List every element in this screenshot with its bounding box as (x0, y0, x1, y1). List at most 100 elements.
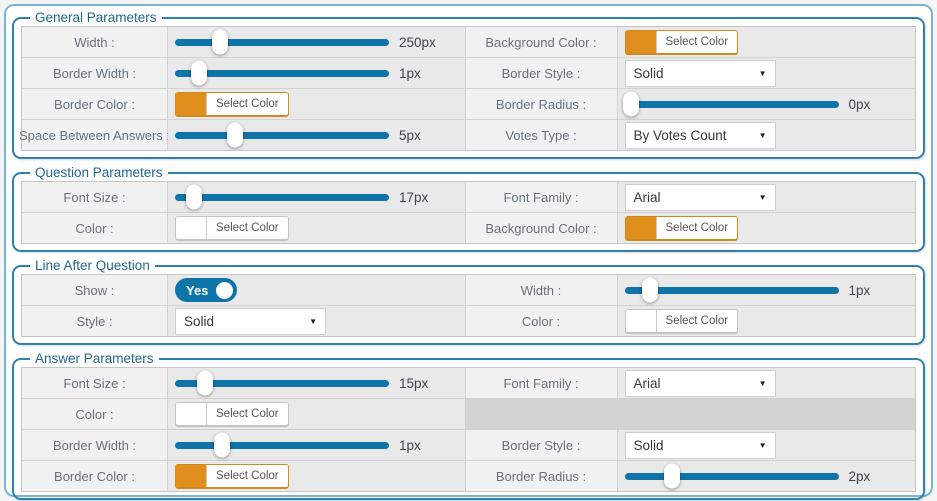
background-color-color-button[interactable]: Select Color (624, 216, 739, 240)
toggle-knob-icon (216, 281, 233, 299)
table-row: Border Color : Select Color Border Radius … (22, 460, 915, 491)
table-row: Border Color : Select Color Border Radius … (22, 88, 915, 119)
params-table: Width : 250px Background Color : Select Col… (19, 26, 916, 151)
font-size-slider-track[interactable] (175, 184, 389, 210)
border-color-color-button[interactable]: Select Color (175, 92, 289, 116)
section-question-parameters: Question Parameters Font Size : 17px Font F… (12, 165, 925, 252)
color-color-button[interactable]: Select Color (175, 216, 289, 240)
width-slider-track[interactable] (624, 277, 839, 303)
color-color-button[interactable]: Select Color (624, 309, 739, 333)
sections-container: General Parameters Width : 250px Background… (11, 10, 926, 500)
field-control-cell: Select Color (617, 213, 915, 243)
field-label: Background Color : (465, 213, 618, 243)
font-family-select[interactable]: Arial ▼ (624, 183, 776, 211)
field-control-cell: 17px (168, 182, 466, 212)
border-radius-slider-track[interactable] (622, 91, 839, 117)
color-swatch (176, 403, 206, 425)
caret-down-icon: ▼ (758, 130, 767, 140)
width-slider: 250px (175, 29, 436, 55)
show-toggle-label: Yes (186, 282, 209, 298)
width-slider-track[interactable] (175, 29, 389, 55)
space-between-answers-slider-handle[interactable] (226, 122, 243, 148)
field-label: Width : (22, 27, 168, 57)
field-label: Font Size : (22, 368, 168, 398)
table-row: Space Between Answers : 5px Votes Type : By… (19, 119, 915, 150)
background-color-color-button[interactable]: Select Color (624, 30, 739, 54)
caret-down-icon: ▼ (758, 68, 767, 78)
table-row: Show : Yes Width : 1px (22, 275, 915, 305)
section-legend: General Parameters (35, 10, 157, 25)
field-label: Border Color : (22, 89, 168, 119)
select-color-label: Select Color (655, 31, 738, 53)
border-radius-slider-handle[interactable] (663, 463, 680, 489)
border-width-slider-handle[interactable] (214, 432, 231, 458)
space-between-answers-value: 5px (399, 127, 421, 143)
caret-down-icon: ▼ (309, 316, 317, 326)
style-select[interactable]: Solid ▼ (175, 307, 326, 335)
border-color-color-button[interactable]: Select Color (175, 464, 289, 488)
border-style-select[interactable]: Solid ▼ (624, 59, 776, 87)
style-selected-value: Solid (184, 313, 215, 329)
section-general-parameters: General Parameters Width : 250px Background… (12, 10, 925, 159)
field-label: Color : (22, 399, 168, 429)
votes-type-select[interactable]: By Votes Count ▼ (624, 121, 776, 149)
border-style-selected-value: Solid (633, 65, 664, 81)
border-radius-value: 2px (848, 468, 871, 484)
field-label: Border Radius : (465, 89, 618, 119)
font-size-slider: 15px (175, 370, 428, 396)
field-label: Color : (465, 306, 618, 336)
table-row: Style : Solid ▼ Color : Select Color (22, 305, 915, 336)
field-control-cell: Select Color (617, 306, 915, 336)
section-legend: Line After Question (35, 258, 150, 273)
section-legend: Answer Parameters (35, 351, 154, 366)
select-color-label: Select Color (655, 310, 738, 332)
font-size-slider-handle[interactable] (186, 184, 203, 210)
field-label: Width : (465, 275, 618, 305)
field-control-cell: Yes (168, 275, 466, 305)
font-size-slider-handle[interactable] (196, 370, 213, 396)
field-control-cell: 2px (617, 461, 915, 491)
border-width-slider-handle[interactable] (190, 60, 207, 86)
space-between-answers-slider-track[interactable] (175, 122, 389, 148)
settings-panel: General Parameters Width : 250px Background… (4, 4, 933, 500)
field-control-cell: Select Color (168, 461, 466, 491)
field-control-cell: 15px (168, 368, 466, 398)
font-size-slider-track[interactable] (175, 370, 389, 396)
width-value: 250px (399, 34, 436, 50)
params-table: Show : Yes Width :1px Style : Solid ▼ Color :S… (21, 274, 916, 337)
field-control-cell: 250px (168, 27, 466, 57)
border-width-slider-track[interactable] (175, 432, 389, 458)
table-row: Border Width : 1px Border Style : Solid ▼ (22, 429, 915, 460)
field-label: Border Width : (22, 430, 168, 460)
field-control-cell: Select Color (168, 399, 466, 429)
space-between-answers-slider: 5px (175, 122, 421, 148)
field-label: Border Radius : (465, 461, 618, 491)
border-radius-slider-track[interactable] (624, 463, 839, 489)
field-control-cell: Solid ▼ (617, 58, 915, 88)
width-slider-handle[interactable] (642, 277, 659, 303)
border-style-select[interactable]: Solid ▼ (624, 431, 776, 459)
color-swatch (176, 93, 206, 115)
field-label: Font Size : (22, 182, 168, 212)
table-row: Color : Select Color Background Color : Sel… (22, 212, 915, 243)
border-width-slider-track[interactable] (175, 60, 389, 86)
field-label: Border Style : (465, 58, 618, 88)
table-row: Font Size : 15px Font Family : Arial ▼ (22, 368, 915, 398)
field-control-cell: Select Color (617, 27, 915, 57)
field-label: Space Between Answers : (19, 120, 170, 150)
border-radius-slider-handle[interactable] (622, 91, 639, 117)
field-label: Color : (22, 213, 168, 243)
field-control-cell: 1px (168, 430, 466, 460)
field-label: Votes Type : (465, 120, 618, 150)
field-label: Show : (22, 275, 168, 305)
border-style-selected-value: Solid (633, 437, 664, 453)
field-control-cell: 1px (168, 58, 466, 88)
section-line-after-question: Line After Question Show : Yes Width : 1px St… (12, 258, 925, 345)
font-family-select[interactable]: Arial ▼ (624, 369, 776, 397)
select-color-label: Select Color (206, 93, 288, 115)
empty-cell (465, 399, 915, 429)
show-toggle[interactable]: Yes (175, 278, 237, 302)
table-row: Border Width : 1px Border Style : Solid ▼ (22, 57, 915, 88)
width-slider-handle[interactable] (211, 29, 228, 55)
color-color-button[interactable]: Select Color (175, 402, 289, 426)
